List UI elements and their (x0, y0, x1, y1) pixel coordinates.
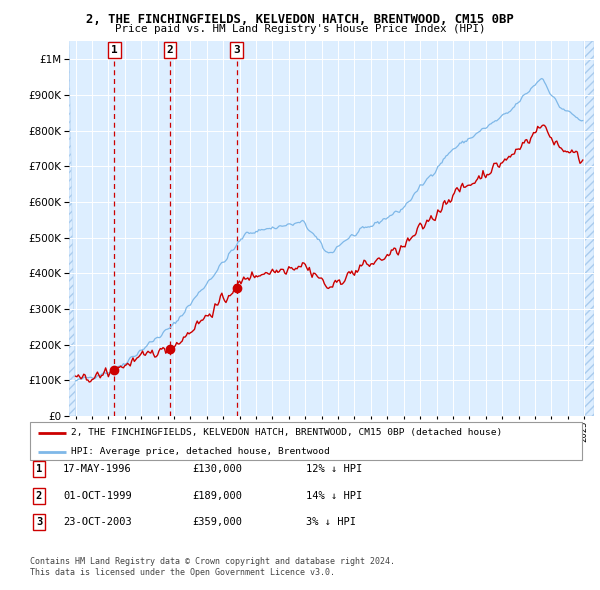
Text: £359,000: £359,000 (192, 517, 242, 527)
Text: 14% ↓ HPI: 14% ↓ HPI (306, 491, 362, 500)
Text: Price paid vs. HM Land Registry's House Price Index (HPI): Price paid vs. HM Land Registry's House … (115, 24, 485, 34)
Text: This data is licensed under the Open Government Licence v3.0.: This data is licensed under the Open Gov… (30, 568, 335, 577)
Text: 1: 1 (36, 464, 42, 474)
Text: Contains HM Land Registry data © Crown copyright and database right 2024.: Contains HM Land Registry data © Crown c… (30, 558, 395, 566)
Text: 3% ↓ HPI: 3% ↓ HPI (306, 517, 356, 527)
FancyBboxPatch shape (30, 422, 582, 460)
Text: 2: 2 (36, 491, 42, 500)
Text: 2, THE FINCHINGFIELDS, KELVEDON HATCH, BRENTWOOD, CM15 0BP: 2, THE FINCHINGFIELDS, KELVEDON HATCH, B… (86, 13, 514, 26)
Text: 12% ↓ HPI: 12% ↓ HPI (306, 464, 362, 474)
Text: HPI: Average price, detached house, Brentwood: HPI: Average price, detached house, Bren… (71, 447, 330, 456)
Text: £130,000: £130,000 (192, 464, 242, 474)
Text: 23-OCT-2003: 23-OCT-2003 (63, 517, 132, 527)
Text: 2, THE FINCHINGFIELDS, KELVEDON HATCH, BRENTWOOD, CM15 0BP (detached house): 2, THE FINCHINGFIELDS, KELVEDON HATCH, B… (71, 428, 503, 437)
Text: 3: 3 (233, 45, 240, 55)
Text: 1: 1 (111, 45, 118, 55)
Text: 01-OCT-1999: 01-OCT-1999 (63, 491, 132, 500)
Text: 3: 3 (36, 517, 42, 527)
Text: 2: 2 (167, 45, 173, 55)
Text: 17-MAY-1996: 17-MAY-1996 (63, 464, 132, 474)
Text: £189,000: £189,000 (192, 491, 242, 500)
